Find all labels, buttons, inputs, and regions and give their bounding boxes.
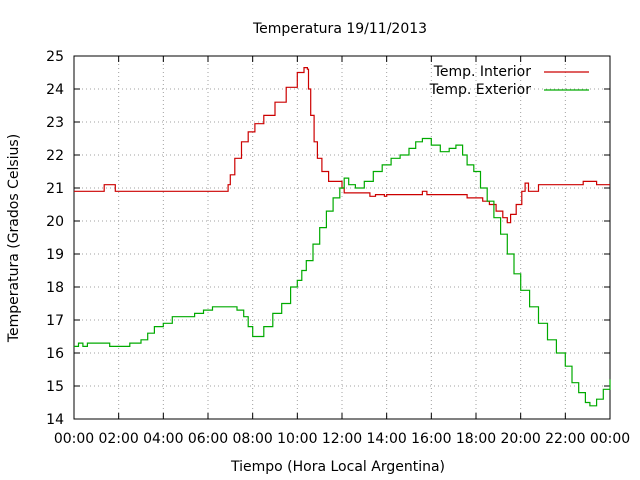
x-tick-label: 18:00 — [456, 431, 496, 447]
x-tick-label: 16:00 — [411, 431, 451, 447]
x-tick-label: 08:00 — [232, 431, 272, 447]
y-axis-label: Temperatura (Grados Celsius) — [6, 134, 22, 343]
y-tick-label: 14 — [46, 412, 64, 428]
plot-frame — [73, 55, 611, 420]
x-tick-label: 00:00 — [590, 431, 630, 447]
series-line-interior — [74, 67, 610, 224]
x-tick-label: 04:00 — [143, 431, 183, 447]
x-axis-label: Tiempo (Hora Local Argentina) — [230, 459, 445, 475]
x-tick-label: 06:00 — [188, 431, 228, 447]
legend: Temp. Interior Temp. Exterior — [429, 64, 589, 98]
x-tick-label: 10:00 — [277, 431, 317, 447]
legend-label-exterior: Temp. Exterior — [429, 82, 532, 98]
y-tick-label: 18 — [46, 280, 64, 296]
series-line-exterior — [74, 137, 611, 407]
y-tick-label: 19 — [46, 247, 64, 263]
y-tick-label: 20 — [46, 214, 64, 230]
series-lines — [74, 67, 611, 407]
y-tick-label: 22 — [46, 148, 64, 164]
y-tick-label: 17 — [46, 313, 64, 329]
x-tick-label: 02:00 — [98, 431, 138, 447]
y-tick-label: 23 — [46, 115, 64, 131]
legend-label-interior: Temp. Interior — [433, 64, 532, 80]
x-tick-label: 20:00 — [500, 431, 540, 447]
grid-lines — [74, 56, 610, 419]
x-tick-label: 22:00 — [545, 431, 585, 447]
x-tick-label: 14:00 — [366, 431, 406, 447]
x-tick-label: 00:00 — [54, 431, 94, 447]
y-tick-label: 25 — [46, 49, 64, 65]
y-tick-label: 21 — [46, 181, 64, 197]
y-tick-label: 16 — [46, 346, 64, 362]
y-tick-label: 24 — [46, 82, 64, 98]
axis-ticks: 00:00 02:00 04:00 06:00 08:00 10:00 12:00 14:00… — [46, 49, 630, 447]
y-tick-label: 15 — [46, 379, 64, 395]
x-tick-label: 12:00 — [322, 431, 362, 447]
chart-title: Temperatura 19/11/2013 — [252, 21, 427, 37]
